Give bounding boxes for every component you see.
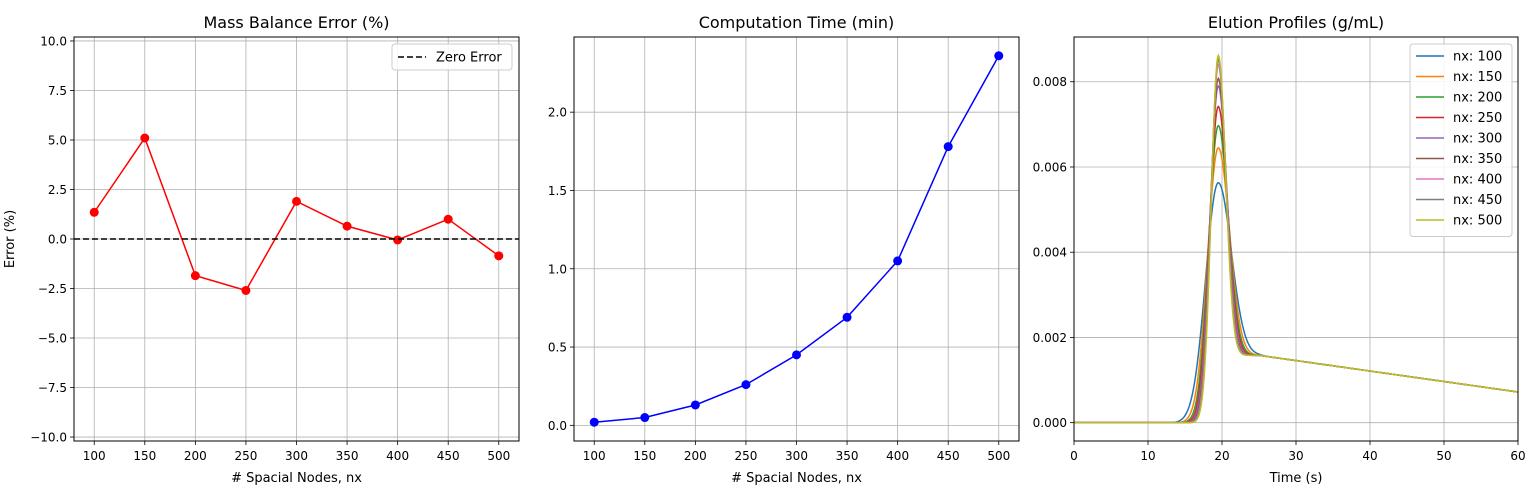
legend: nx: 100 nx: 150 nx: 200 nx: 250 nx: 300 nx: 3… xyxy=(1409,43,1513,237)
x-tick-label: 0 xyxy=(1070,449,1078,463)
legend-label: nx: 400 xyxy=(1453,173,1502,188)
y-tick-label: 2.0 xyxy=(548,106,567,120)
legend-label: nx: 350 xyxy=(1453,152,1502,167)
y-tick-label: 2.5 xyxy=(48,183,67,197)
legend-label: nx: 150 xyxy=(1453,70,1502,85)
legend-box xyxy=(391,43,513,71)
data-point xyxy=(342,221,352,231)
y-tick-label: 10.0 xyxy=(40,34,67,48)
x-tick-label: 450 xyxy=(437,449,460,463)
x-tick-label: 60 xyxy=(1510,449,1525,463)
y-tick-label: 0.0 xyxy=(548,419,567,433)
chart-title: Elution Profiles (g/mL) xyxy=(1208,13,1384,32)
x-tick-label: 20 xyxy=(1214,449,1229,463)
x-axis-label: # Spacial Nodes, nx xyxy=(731,471,862,486)
y-tick-label: 7.5 xyxy=(48,84,67,98)
x-tick-label: 250 xyxy=(734,449,757,463)
x-tick-label: 400 xyxy=(386,449,409,463)
y-tick-label: −10.0 xyxy=(30,431,67,445)
chart-title: Computation Time (min) xyxy=(699,13,895,32)
data-point xyxy=(994,51,1004,61)
y-tick-label: 1.0 xyxy=(548,262,567,276)
y-tick-label: 0.5 xyxy=(548,341,567,355)
plot-area xyxy=(1074,53,1518,424)
chart-panel-1: 100 150 200 250 300 350 400 450 500 −10.0 −7.5 −5.0… xyxy=(3,13,520,486)
chart-panel-3: 0 10 20 30 40 50 60 0.000 0.002 0.004 0.006 0.008 El… xyxy=(1033,13,1526,486)
data-point xyxy=(943,142,953,152)
data-point xyxy=(494,251,504,261)
data-point xyxy=(443,214,453,224)
y-tick-label: 0.0 xyxy=(48,233,67,247)
plot-area xyxy=(74,133,519,295)
x-tick-label: 200 xyxy=(184,449,207,463)
y-tick-label: 0.006 xyxy=(1033,160,1067,174)
series-line-9 xyxy=(1074,53,1518,424)
x-axis-label: # Spacial Nodes, nx xyxy=(231,471,362,486)
x-tick-label: 40 xyxy=(1362,449,1377,463)
x-tick-label: 250 xyxy=(234,449,257,463)
y-tick-label: 0.008 xyxy=(1033,75,1067,89)
x-tick-label: 150 xyxy=(133,449,156,463)
y-tick-label: 0.002 xyxy=(1033,331,1067,345)
legend-label: nx: 500 xyxy=(1453,214,1502,229)
data-point xyxy=(140,133,150,143)
data-point xyxy=(741,380,751,390)
x-tick-label: 50 xyxy=(1436,449,1451,463)
x-axis-label: Time (s) xyxy=(1269,471,1323,486)
x-tick-label: 500 xyxy=(487,449,510,463)
x-tick-label: 100 xyxy=(583,449,606,463)
chart-panel-2: 100 150 200 250 300 350 400 450 500 0.0 0.5 1.0 1.5 2… xyxy=(548,13,1020,486)
data-point xyxy=(241,285,251,295)
x-tick-label: 450 xyxy=(937,449,960,463)
legend-label: nx: 200 xyxy=(1453,91,1502,106)
data-point xyxy=(690,400,700,410)
x-tick-label: 200 xyxy=(684,449,707,463)
x-tick-label: 350 xyxy=(336,449,359,463)
data-point xyxy=(893,256,903,266)
y-tick-label: −2.5 xyxy=(38,282,67,296)
axes-frame xyxy=(73,36,520,442)
x-tick-label: 400 xyxy=(886,449,909,463)
legend: Zero Error xyxy=(391,43,513,71)
legend-label: Zero Error xyxy=(436,51,502,66)
data-point xyxy=(640,413,650,423)
y-tick-label: 5.0 xyxy=(48,133,67,147)
legend-label: nx: 300 xyxy=(1453,132,1502,147)
chart-title: Mass Balance Error (%) xyxy=(203,13,389,32)
x-tick-label: 500 xyxy=(987,449,1010,463)
x-tick-label: 350 xyxy=(836,449,859,463)
data-point xyxy=(589,417,599,427)
x-tick-label: 300 xyxy=(785,449,808,463)
data-point xyxy=(842,312,852,322)
x-tick-label: 300 xyxy=(285,449,308,463)
legend-label: nx: 100 xyxy=(1453,50,1502,65)
data-point xyxy=(393,235,403,245)
x-tick-label: 10 xyxy=(1140,449,1155,463)
x-tick-label: 150 xyxy=(633,449,656,463)
data-point xyxy=(190,271,200,281)
y-tick-label: −5.0 xyxy=(38,332,67,346)
axes-frame xyxy=(573,36,1020,442)
legend-label: nx: 450 xyxy=(1453,193,1502,208)
legend-label: nx: 250 xyxy=(1453,111,1502,126)
y-tick-label: −7.5 xyxy=(38,381,67,395)
plot-area xyxy=(589,51,1004,427)
data-point xyxy=(89,207,99,217)
y-axis-label: Error (%) xyxy=(3,210,18,268)
y-tick-label: 1.5 xyxy=(548,184,567,198)
axes-frame xyxy=(1073,36,1519,442)
x-tick-label: 30 xyxy=(1288,449,1303,463)
x-tick-label: 100 xyxy=(83,449,106,463)
legend-box xyxy=(1409,43,1513,237)
y-tick-label: 0.000 xyxy=(1033,416,1067,430)
y-tick-label: 0.004 xyxy=(1033,246,1067,260)
data-point xyxy=(292,196,301,206)
data-point xyxy=(792,350,801,360)
